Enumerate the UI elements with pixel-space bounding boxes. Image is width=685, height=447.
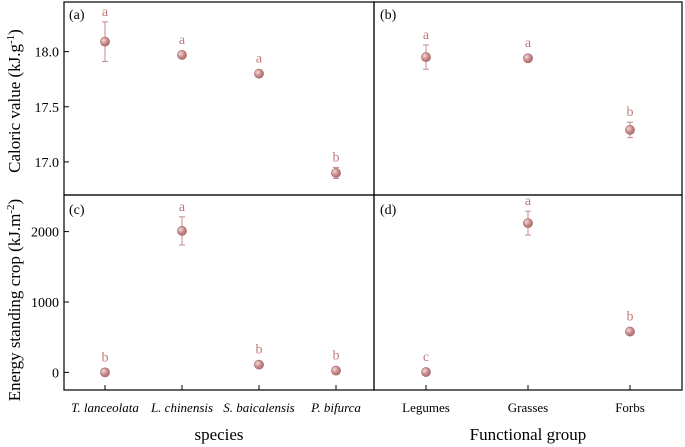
x-tick-label: S. baicalensis [223,400,295,415]
data-point [100,367,110,378]
y-tick-label: 18.0 [35,46,60,61]
significance-letter: a [423,28,430,43]
panel-d-label: (d) [380,203,397,218]
x-axis-title-left: species [194,425,243,444]
significance-letter: b [333,349,340,364]
y-tick-label: 1000 [31,296,59,311]
significance-letter: a [179,33,186,48]
x-axis-title-right: Functional group [470,425,587,444]
significance-letter: a [525,36,532,51]
data-point [523,53,533,64]
significance-letter: a [525,194,532,209]
panel-b-frame [373,1,683,196]
data-point [523,218,533,229]
significance-letter: b [627,105,634,120]
y-axis-title-top: Caloric value (kJ.g-1) [5,29,24,173]
panel-c-label: (c) [69,203,85,218]
data-point [177,226,187,236]
data-point [254,359,264,370]
y-tick-label: 0 [52,366,59,381]
chart-marks: 17.0 17.5 18.0 a a a b a a b 0 1000 2000 T. lanceolat… [31,5,645,415]
data-point [625,125,635,135]
x-tick-label: P. bifurca [310,400,361,415]
data-point [331,168,341,178]
data-point [254,68,264,79]
x-tick-label: T. lanceolata [71,400,139,415]
data-point [421,52,431,63]
significance-letter: c [423,350,429,365]
significance-letter: b [102,350,109,365]
y-tick-label: 17.0 [35,156,60,171]
significance-letter: a [256,52,263,67]
significance-letter: a [179,200,186,215]
x-tick-label: Grasses [508,400,548,415]
significance-letter: a [102,5,109,20]
panel-c-frame [63,194,375,391]
y-tick-label: 2000 [31,226,59,241]
significance-letter: b [627,310,634,325]
data-point [331,365,341,376]
significance-letter: b [333,150,340,165]
x-tick-label: L. chinensis [150,400,213,415]
significance-letter: b [256,343,263,358]
panel-a-label: (a) [69,8,85,23]
y-axis-title-bottom: Energy standing crop (kJ.m-2) [5,199,24,401]
data-point [625,326,635,337]
data-point [421,367,431,377]
y-tick-label: 17.5 [35,101,60,116]
data-point [177,50,187,60]
x-tick-label: Legumes [402,400,450,415]
x-tick-label: Forbs [615,400,645,415]
panel-a-frame [63,1,375,196]
panel-b-label: (b) [380,8,397,23]
data-point [100,36,110,47]
